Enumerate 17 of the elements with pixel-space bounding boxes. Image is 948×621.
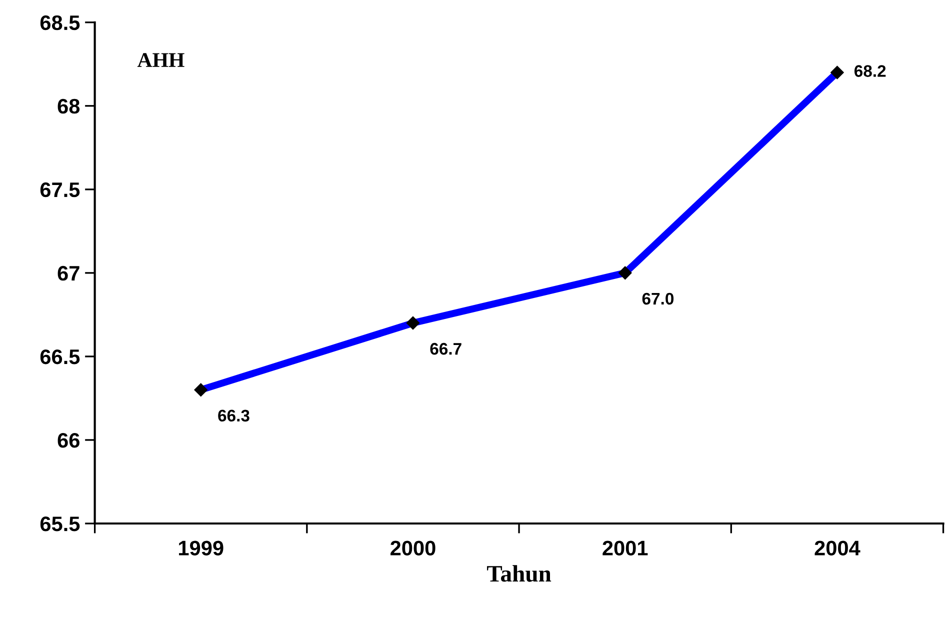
data-label: 66.3 — [218, 410, 250, 422]
data-label: 67.0 — [642, 292, 674, 305]
y-tick-label: 65.5 — [40, 516, 80, 532]
y-tick-label: 67.5 — [40, 182, 80, 198]
y-tick-label: 66.5 — [40, 349, 80, 364]
x-tick-label: 2004 — [814, 540, 860, 556]
x-tick-label: 2000 — [390, 540, 436, 556]
data-label: 66.7 — [430, 342, 462, 355]
x-tick-label: 2001 — [602, 540, 648, 556]
y-tick-label: 68.5 — [40, 15, 80, 30]
data-label: 68.2 — [854, 65, 886, 77]
y-tick-label: 66 — [58, 432, 80, 448]
x-axis-title: Tahun — [487, 565, 552, 582]
x-tick-label: 1999 — [179, 540, 224, 556]
y-tick-label: 68 — [58, 98, 80, 114]
y-tick-label: 67 — [58, 266, 80, 281]
annotation: AHH — [137, 53, 184, 67]
